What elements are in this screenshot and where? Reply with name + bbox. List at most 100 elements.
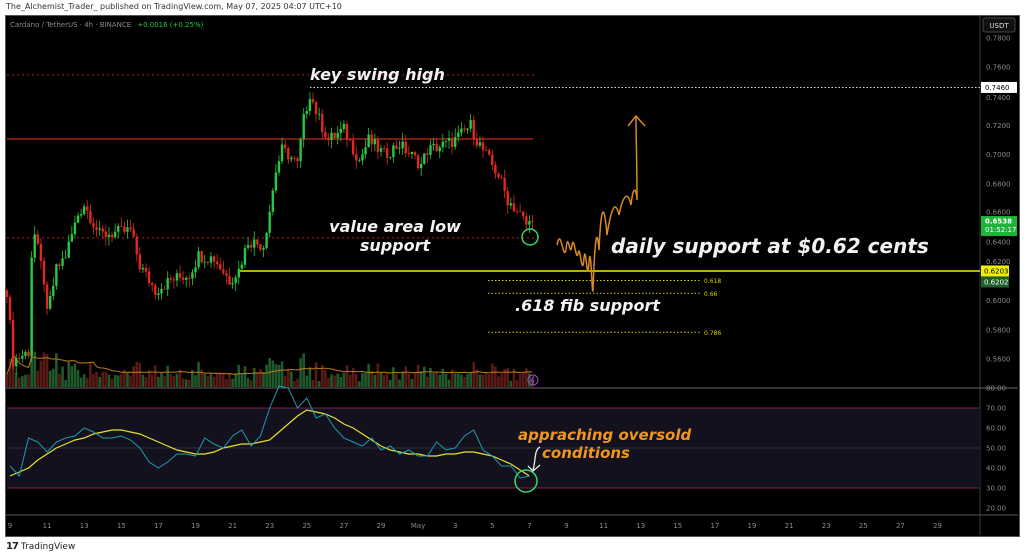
volume-bar [407, 373, 411, 387]
candle-body [197, 251, 200, 268]
volume-bar [101, 371, 105, 387]
candle-body [450, 138, 454, 147]
volume-bar [209, 373, 213, 387]
annotation-fib-support: .618 fib support [515, 296, 661, 315]
volume-bar [144, 377, 148, 387]
volume-bar [228, 372, 231, 387]
candle-body [36, 234, 40, 244]
candle-body [308, 99, 312, 112]
volume-bar [361, 373, 364, 387]
annotation-value-area-low: value area low [329, 217, 461, 236]
time-axis[interactable]: 9 11 13 15 17 19 21 23 25 27 29 May 3 5 7 9 11 13 15 17 19 21… [8, 522, 942, 530]
candle-body [324, 131, 327, 138]
time-tick-label: 27 [896, 522, 905, 530]
candle-body [246, 244, 250, 248]
volume-bar [191, 370, 194, 387]
price-tick-label: 0.6600 [986, 209, 1011, 217]
candle-body [321, 113, 324, 132]
volume-bar [416, 364, 420, 387]
volume-bar [256, 372, 259, 387]
candle-body [73, 222, 77, 235]
volume-bar [194, 375, 197, 387]
volume-bar [129, 375, 132, 387]
candle-body [290, 157, 293, 160]
volume-bar [85, 377, 89, 387]
candle-body [11, 319, 15, 367]
volume-bar [521, 372, 525, 387]
volume-bar [481, 374, 485, 387]
candle-body [373, 139, 377, 145]
symbol-title-text: Cardano / TetherUS · 4h · BINANCE [10, 21, 131, 29]
volume-bar [336, 373, 340, 387]
volume-bar [339, 377, 343, 387]
candle-body [228, 275, 231, 285]
volume-bar [98, 376, 101, 387]
candle-body [39, 243, 43, 261]
volume-bar [107, 374, 111, 387]
rsi-axis[interactable]: 80.00 70.00 60.00 50.00 40.00 30.00 20.00 [986, 385, 1006, 513]
candle-body [351, 140, 355, 155]
volume-bars [5, 278, 534, 387]
candle-body [398, 148, 401, 150]
annotation-key-swing-high: key swing high [310, 65, 445, 84]
candle-body [410, 151, 414, 155]
candle-body [141, 267, 145, 270]
fib-label: 0.66 [704, 291, 718, 298]
volume-bar [48, 370, 52, 387]
volume-bar [348, 374, 352, 387]
volume-bar [184, 379, 188, 387]
price-axis[interactable]: 0.7800 0.7600 0.7400 0.7200 0.7000 0.6800 0.66… [986, 34, 1011, 363]
volume-bar [330, 374, 333, 387]
fib-label: 0.786 [704, 330, 721, 337]
tradingview-brand: TradingView [20, 541, 76, 552]
candle-body [256, 239, 259, 245]
candle-body [385, 148, 389, 158]
volume-ma-line [6, 353, 533, 375]
candle-body [348, 139, 352, 141]
currency-button[interactable] [982, 17, 1016, 33]
candle-body [42, 260, 46, 285]
candle-body [191, 272, 194, 279]
candle-body [5, 290, 9, 297]
candle-body [181, 277, 185, 280]
candle-body [200, 251, 203, 263]
candle-body [327, 137, 330, 141]
volume-bar [345, 365, 349, 387]
candle-body [447, 138, 451, 141]
candle-body [444, 140, 448, 142]
candle-body [531, 221, 534, 223]
volume-bar [246, 378, 250, 387]
candle-body [163, 288, 166, 290]
candle-body [92, 223, 95, 228]
candle-body [336, 132, 339, 138]
volume-bar [243, 366, 247, 387]
candle-body [24, 351, 27, 356]
volume-bar [45, 354, 49, 387]
footer: 17 TradingView [6, 541, 75, 552]
volume-bar [299, 358, 302, 387]
lightning-alert-icon[interactable] [527, 374, 539, 386]
volume-bar [212, 376, 216, 387]
annotation-conditions: conditions [542, 444, 630, 462]
candle-body [355, 154, 358, 161]
time-tick-label: 5 [490, 522, 494, 530]
volume-bar [206, 376, 210, 387]
volume-bar [259, 368, 262, 387]
candle-body [392, 145, 395, 158]
candle-body [107, 234, 111, 237]
candle-body [382, 148, 386, 150]
candle-body [515, 211, 519, 213]
candle-body [104, 231, 108, 237]
candle-body [395, 145, 398, 149]
time-tick-label: 23 [265, 522, 274, 530]
candle-body [215, 261, 219, 265]
volume-bar [64, 380, 67, 387]
volume-bar [410, 378, 414, 387]
time-tick-label: 19 [191, 522, 200, 530]
volume-bar [500, 373, 503, 387]
volume-bar [61, 366, 64, 387]
price-tick-label: 0.6200 [986, 258, 1011, 266]
time-tick-label: 7 [527, 522, 531, 530]
rsi-tick-label: 70.00 [986, 405, 1006, 413]
